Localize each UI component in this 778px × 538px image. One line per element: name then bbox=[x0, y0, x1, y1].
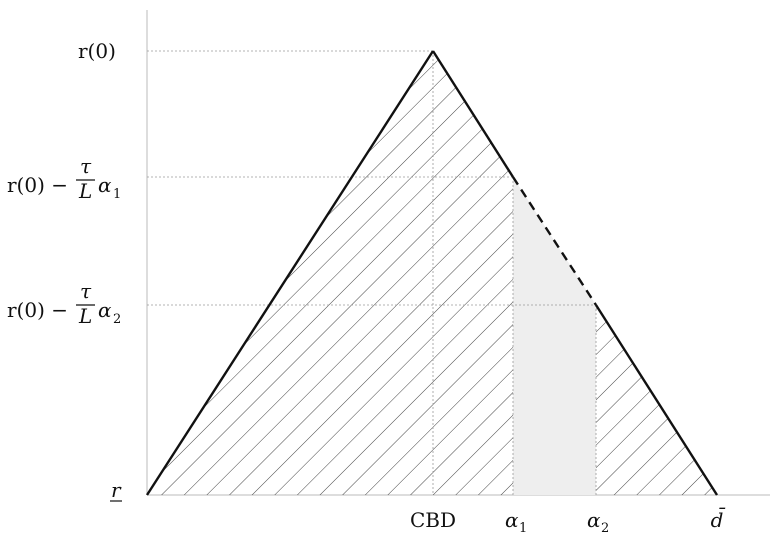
rent-curve-right-upper bbox=[431, 50, 515, 178]
svg-text:α: α bbox=[98, 173, 112, 197]
label-r0-minus-alpha1: r(0) − τ L α 1 bbox=[7, 154, 121, 203]
svg-text:1: 1 bbox=[519, 521, 527, 536]
svg-text:2: 2 bbox=[113, 312, 121, 327]
svg-text:L: L bbox=[78, 304, 92, 328]
svg-text:τ: τ bbox=[80, 154, 92, 178]
svg-text:α: α bbox=[587, 508, 601, 532]
svg-text:1: 1 bbox=[113, 187, 121, 202]
label-dbar: d̄ bbox=[711, 507, 726, 532]
svg-text:α: α bbox=[505, 508, 519, 532]
rent-curve-right-lower bbox=[594, 304, 719, 496]
label-r0: r(0) bbox=[78, 39, 116, 63]
label-r0-minus-alpha2: r(0) − τ L α 2 bbox=[7, 279, 121, 328]
svg-text:τ: τ bbox=[80, 279, 92, 303]
rent-curve-dashed bbox=[511, 176, 598, 306]
svg-text:α: α bbox=[98, 298, 112, 322]
svg-text:r(0) −: r(0) − bbox=[7, 298, 68, 322]
label-alpha2: α 2 bbox=[587, 508, 609, 536]
hatched-region-left bbox=[147, 51, 513, 495]
label-cbd: CBD bbox=[410, 508, 456, 532]
label-r-lower: r bbox=[110, 478, 122, 502]
svg-text:r: r bbox=[111, 478, 122, 502]
svg-text:L: L bbox=[78, 179, 92, 203]
svg-text:2: 2 bbox=[601, 521, 609, 536]
shaded-region bbox=[513, 177, 596, 495]
label-alpha1: α 1 bbox=[505, 508, 527, 536]
rent-curve-left bbox=[145, 50, 435, 496]
svg-text:r(0) −: r(0) − bbox=[7, 173, 68, 197]
